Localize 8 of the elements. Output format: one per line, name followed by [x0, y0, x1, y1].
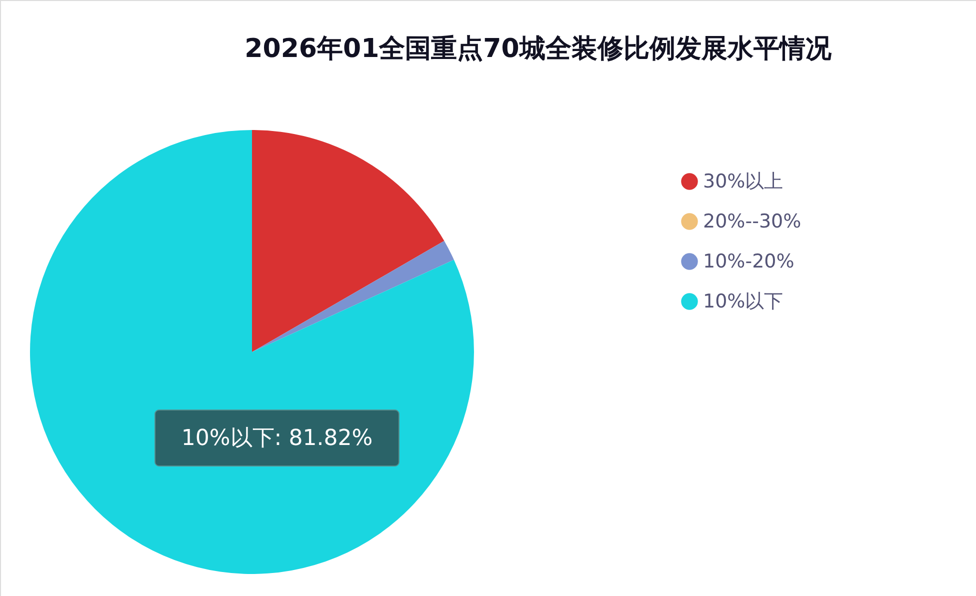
pie-slice — [252, 130, 444, 352]
legend-label: 30%以上 — [703, 170, 784, 192]
legend-label: 10%-20% — [703, 250, 794, 272]
text: 10%以下: 81.82% — [181, 426, 373, 451]
legend-label: 20%--30% — [703, 210, 802, 232]
pie-slice — [252, 240, 454, 352]
chart-title: 2026年01全国重点70城全装修比例发展水平情况 — [244, 34, 832, 64]
legend-label: 10%以下 — [703, 290, 784, 312]
